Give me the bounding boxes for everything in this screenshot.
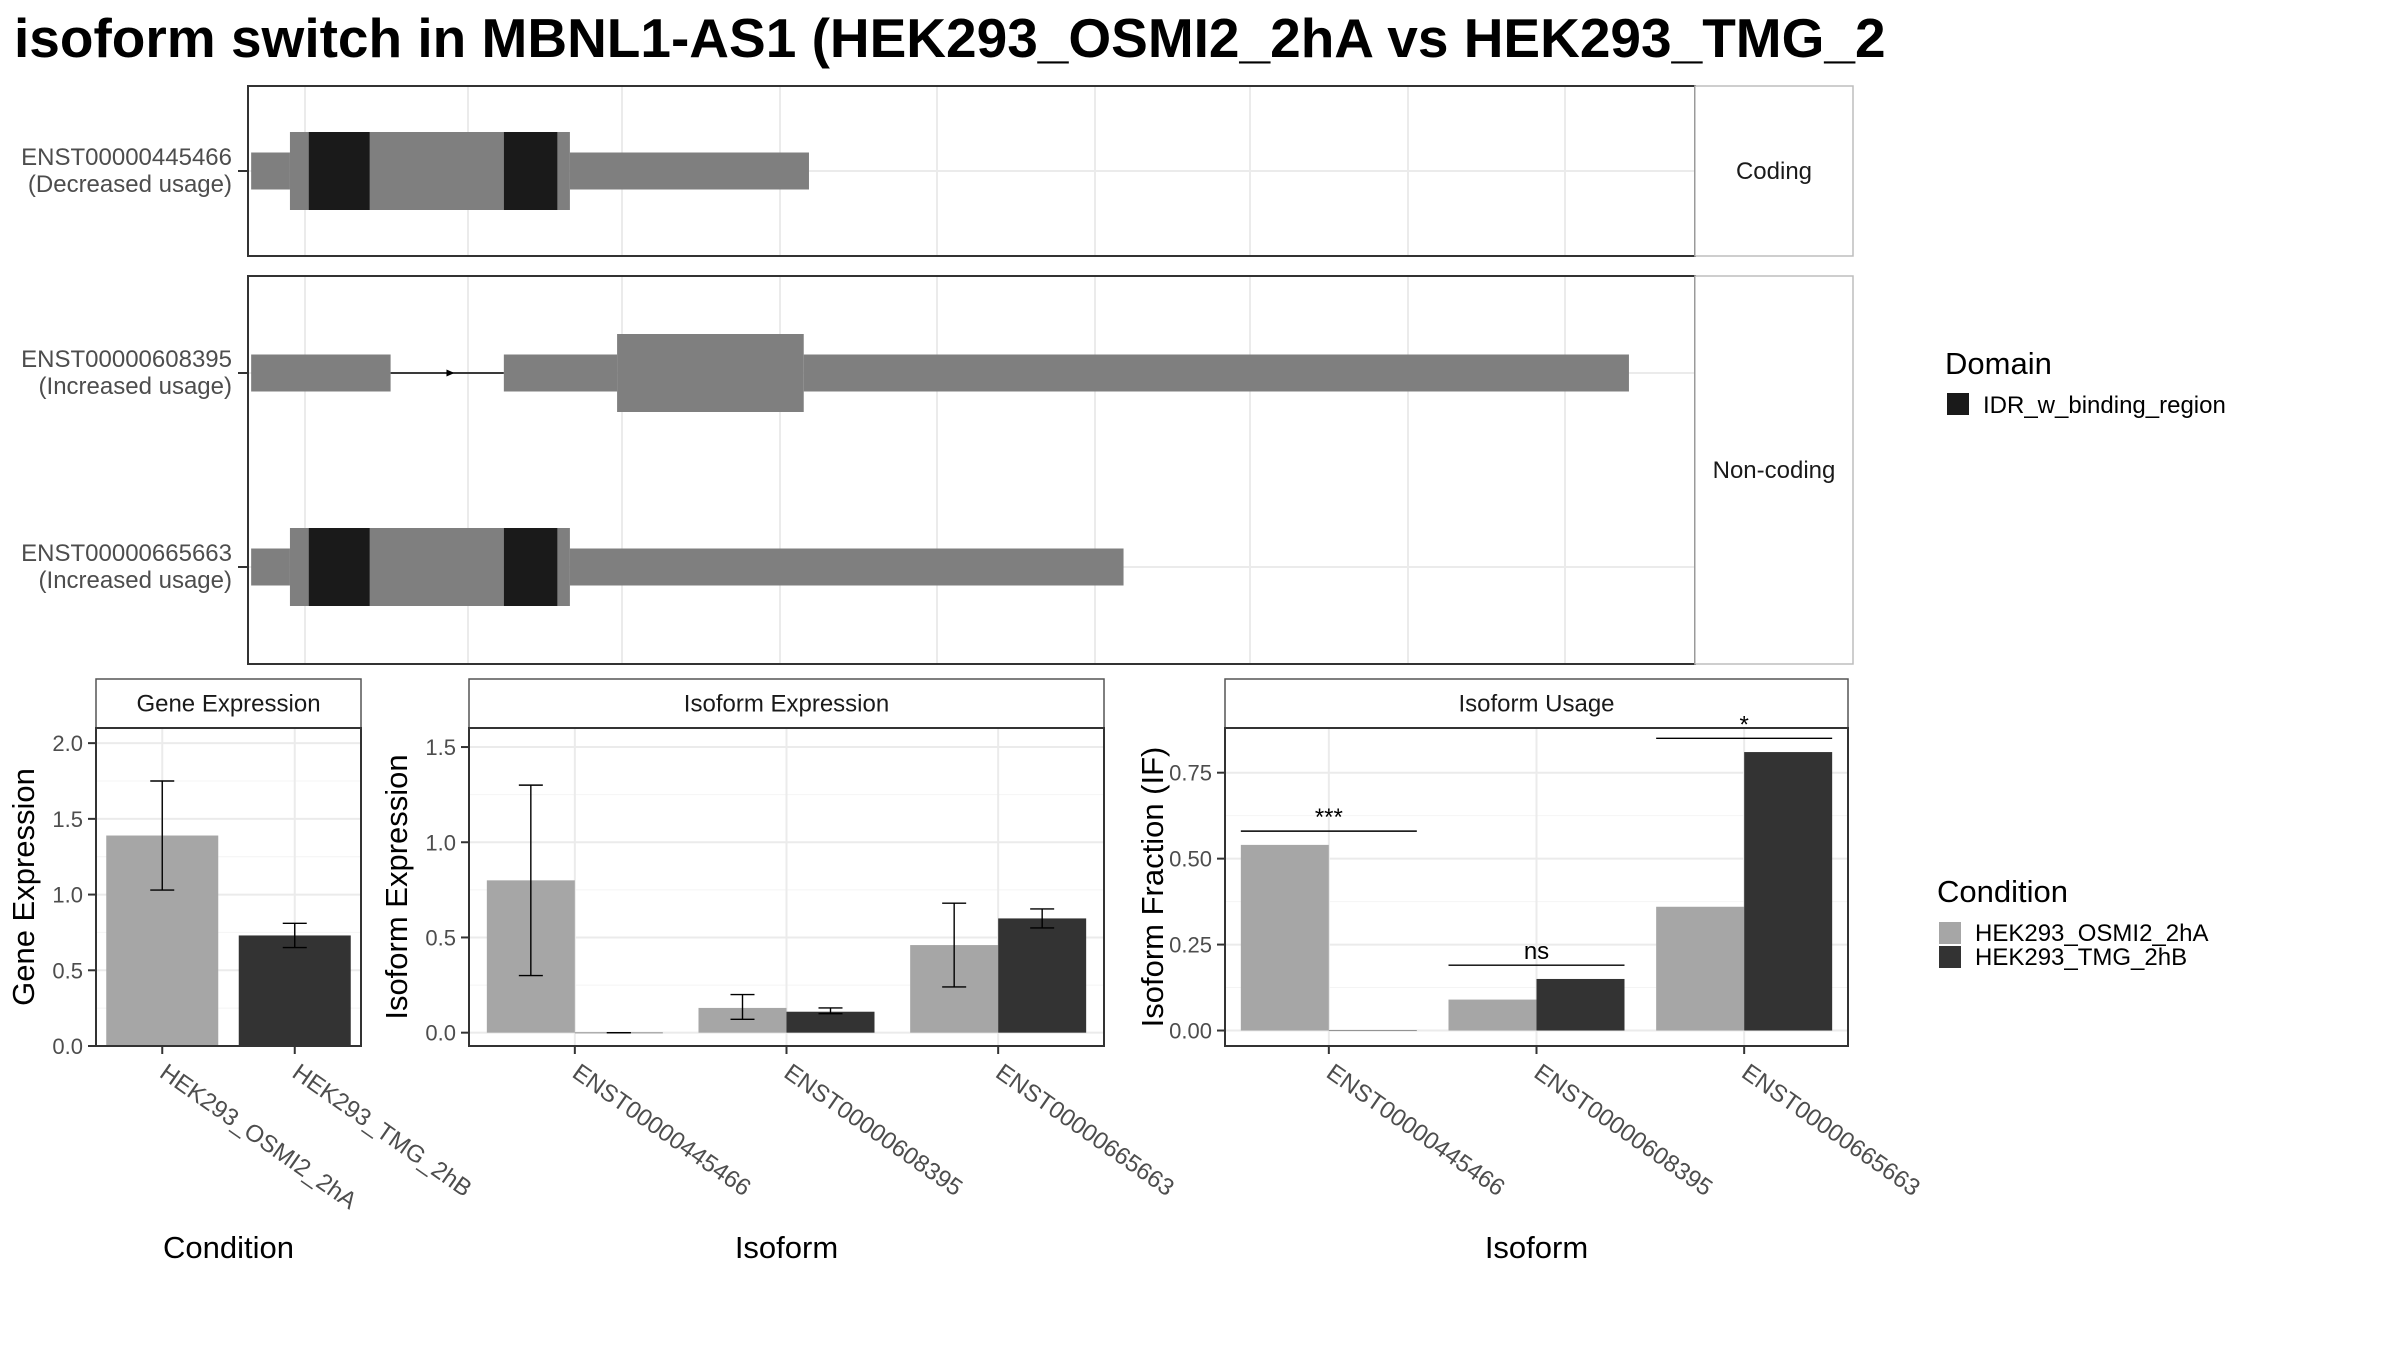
utr-exon-block [803,354,1629,392]
domain-block [308,528,370,606]
transcript-usage-label: (Increased usage) [39,567,232,594]
utr-exon-block [251,152,290,190]
bar-chart-panels: Gene Expression0.00.51.01.52.0HEK293_OSM… [6,678,1925,1265]
domain-block [503,132,558,210]
utr-exon-block [569,152,809,190]
transcript-id-label: ENST00000665663 [21,540,232,567]
bar-tmg [238,935,351,1046]
y-tick-label: 1.5 [425,735,456,760]
utr-exon-block [251,548,290,586]
panel-strip [95,678,362,729]
transcript-id-label: ENST00000445466 [21,144,232,171]
transcript-panel-1: ENST00000445466(Decreased usage) Coding [21,85,1854,257]
y-tick-label: 0.75 [1169,761,1212,786]
facet-strip-label: Coding [1736,158,1812,185]
facet-strip [1694,85,1854,257]
facet-strip-label: Non-coding [1713,457,1836,484]
transcript-panel-2: ENST00000608395(Increased usage)ENST0000… [21,275,1854,665]
utr-exon-block [251,354,391,392]
y-tick-label: 0.0 [425,1021,456,1046]
bar-tmg [1536,978,1625,1031]
bar-osmi2 [1656,906,1745,1031]
cds-exon-block [617,334,804,412]
transcript-row [251,132,809,210]
y-tick-label: 0.00 [1169,1019,1212,1044]
y-tick-label: 0.5 [425,925,456,950]
panel-border [95,727,362,1047]
significance-label: *** [1315,804,1343,831]
y-tick-label: 0.0 [52,1034,83,1059]
legend-label-condition: HEK293_OSMI2_2hA [1975,920,2208,947]
utr-exon-block [503,354,618,392]
x-axis-title: Isoform [1485,1230,1588,1265]
y-tick-label: 0.50 [1169,847,1212,872]
domain-legend: Domain IDR_w_binding_region [1945,346,2226,419]
legend-swatch-condition [1939,946,1961,968]
error-bar [942,902,967,988]
intron-arrow [446,369,455,377]
y-tick-label: 1.0 [425,830,456,855]
bar-tmg [1744,752,1833,1031]
x-tick-label: ENST00000608395 [1529,1059,1717,1202]
domain-block [503,528,558,606]
bar-panel-3: Isoform Usage 0.00 0.25 0.50 0.75 *** ns * ENST0… [1135,678,1925,1265]
panel-title: Gene Expression [136,691,320,718]
x-tick-label: ENST00000608395 [779,1059,967,1202]
domain-legend-title: Domain [1945,346,2052,381]
transcript-id-label: ENST00000608395 [21,346,232,373]
x-axis-title: Isoform [735,1230,838,1265]
bar-tmg [786,1011,875,1033]
bar-tmg [998,918,1087,1033]
condition-legend-title: Condition [1937,874,2068,909]
transcript-usage-label: (Decreased usage) [28,171,232,198]
transcript-row [251,334,1629,412]
legend-swatch-condition [1939,922,1961,944]
error-bar [150,780,175,891]
legends: Domain IDR_w_binding_region Condition HEK29… [1937,346,2226,971]
y-axis-title: Gene Expression [6,768,41,1006]
error-bar [1030,908,1055,929]
error-bar [282,922,307,949]
y-tick-label: 1.0 [52,883,83,908]
y-tick-label: 0.5 [52,958,83,983]
bar-osmi2 [1448,999,1537,1031]
domain-block [308,132,370,210]
x-axis-title: Condition [163,1230,294,1265]
bar-panel-2: Isoform Expression 0.0 0.5 1.0 1.5 ENST000004… [379,678,1179,1265]
transcript-row [251,528,1124,606]
x-tick-label: ENST00000665663 [991,1059,1179,1202]
panel-title: Isoform Usage [1458,691,1614,718]
y-tick-label: 0.25 [1169,933,1212,958]
transcript-structure-plot: ENST00000445466(Decreased usage) CodingEN… [21,85,1854,665]
bar-panel-1: Gene Expression0.00.51.01.52.0HEK293_OSM… [6,678,477,1265]
bar-tmg [1328,1030,1417,1032]
x-tick-label: ENST00000445466 [1321,1059,1509,1202]
y-axis-title: Isoform Fraction (IF) [1135,747,1170,1028]
x-tick-label: ENST00000665663 [1737,1059,1925,1202]
legend-swatch-domain [1947,393,1969,415]
y-axis-title: Isoform Expression [379,754,414,1019]
figure-title: isoform switch in MBNL1-AS1 (HEK293_OSMI… [14,7,1886,69]
x-tick-label: ENST00000445466 [567,1059,755,1202]
panel-strip [1224,678,1849,729]
utr-exon-block [569,548,1124,586]
bar-osmi2 [1240,844,1329,1031]
y-tick-label: 1.5 [52,807,83,832]
significance-label: ns [1524,938,1549,965]
legend-label-condition: HEK293_TMG_2hB [1975,944,2187,971]
transcript-usage-label: (Increased usage) [39,373,232,400]
panel-title: Isoform Expression [684,691,889,718]
error-bar [518,784,543,977]
error-bar [818,1007,843,1015]
y-tick-label: 2.0 [52,731,83,756]
facet-strip [1694,275,1854,665]
error-bar [730,993,755,1021]
significance-label: * [1739,711,1748,738]
legend-label-domain: IDR_w_binding_region [1983,392,2226,419]
